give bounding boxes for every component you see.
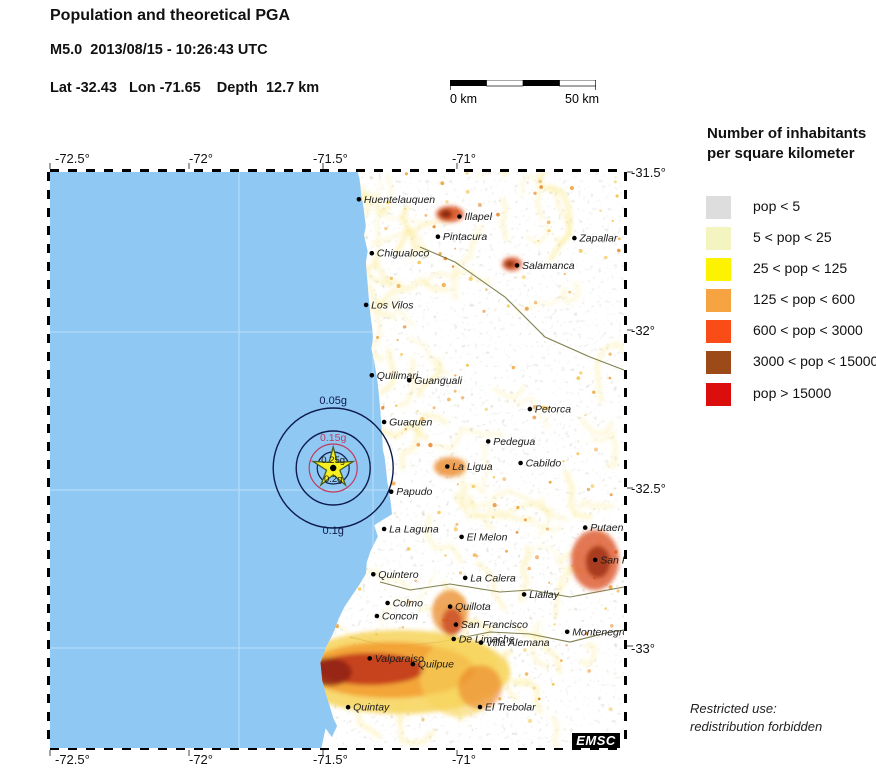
svg-text:Petorca: Petorca — [535, 404, 571, 416]
svg-text:Cabildo: Cabildo — [526, 458, 562, 470]
svg-text:Papudo: Papudo — [396, 486, 432, 498]
svg-text:San Francisco: San Francisco — [461, 619, 528, 631]
svg-text:El Melon: El Melon — [467, 531, 508, 543]
svg-text:Putaendo: Putaendo — [590, 522, 624, 534]
svg-text:Guanguali: Guanguali — [414, 375, 463, 387]
svg-text:Pintacura: Pintacura — [443, 231, 488, 243]
svg-text:La Ligua: La Ligua — [452, 461, 492, 473]
svg-text:San Felipe: San Felipe — [600, 554, 624, 566]
svg-text:Quintay: Quintay — [353, 702, 390, 714]
svg-text:Valparaiso: Valparaiso — [375, 653, 424, 665]
svg-text:Chigualoco: Chigualoco — [377, 248, 430, 260]
svg-text:La Laguna: La Laguna — [389, 524, 439, 536]
svg-text:Illapel: Illapel — [465, 211, 493, 223]
svg-text:Zapallar: Zapallar — [578, 233, 617, 245]
svg-text:La Calera: La Calera — [470, 572, 516, 584]
svg-text:0.2g: 0.2g — [324, 474, 343, 485]
svg-text:Salamanca: Salamanca — [522, 260, 575, 272]
svg-text:0.25g: 0.25g — [321, 455, 345, 466]
svg-text:0.05g: 0.05g — [319, 395, 347, 407]
svg-text:El Trebolar: El Trebolar — [485, 702, 536, 714]
svg-text:0.15g: 0.15g — [320, 432, 346, 444]
svg-text:0.1g: 0.1g — [322, 525, 343, 537]
svg-text:Concon: Concon — [382, 611, 418, 623]
svg-text:Guaquen: Guaquen — [389, 417, 432, 429]
svg-text:Quilimari: Quilimari — [377, 370, 419, 382]
svg-text:Montenegro: Montenegro — [572, 626, 624, 638]
svg-text:Los Vilos: Los Vilos — [371, 299, 414, 311]
svg-text:Quilpue: Quilpue — [418, 659, 454, 671]
svg-text:Quintero: Quintero — [378, 569, 418, 581]
svg-text:Villa Alemana: Villa Alemana — [486, 637, 550, 649]
svg-text:Colmo: Colmo — [393, 598, 424, 610]
svg-text:Huentelauquen: Huentelauquen — [364, 194, 435, 206]
svg-text:Pedegua: Pedegua — [493, 436, 535, 448]
svg-text:Quillota: Quillota — [455, 601, 491, 613]
svg-text:Liallay: Liallay — [529, 589, 560, 601]
